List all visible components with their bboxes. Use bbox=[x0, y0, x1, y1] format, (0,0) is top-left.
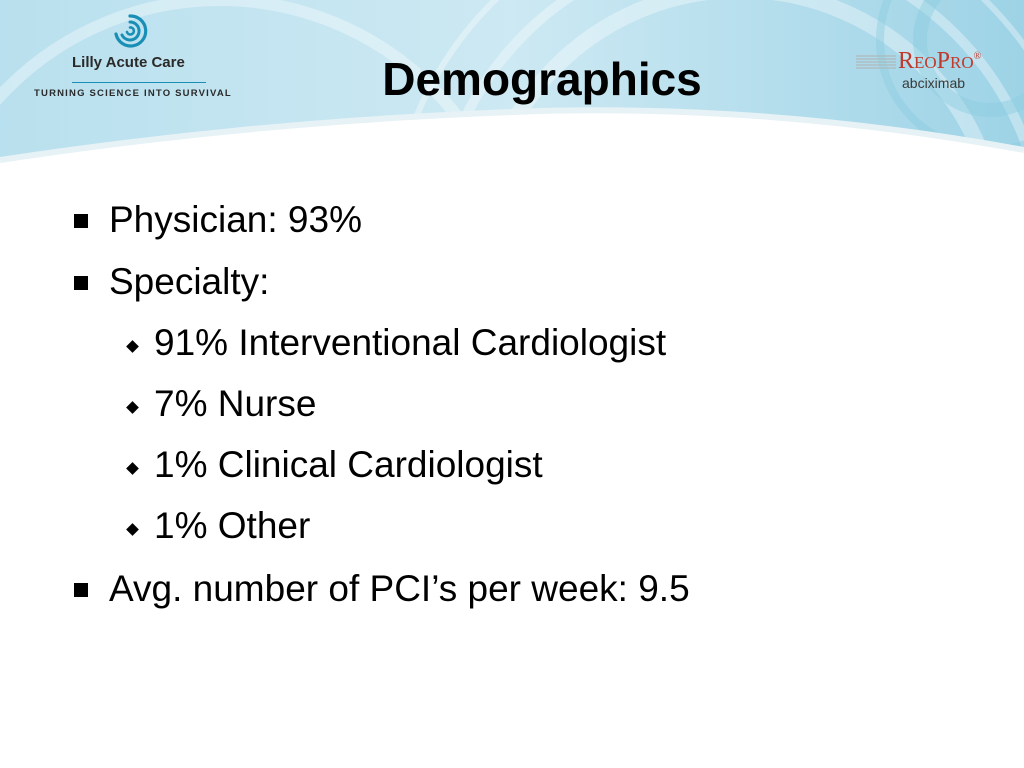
reopro-brand-text: ReoPro bbox=[898, 48, 974, 74]
reopro-logo: ReoPro® abciximab bbox=[856, 48, 996, 96]
reopro-generic-name: abciximab bbox=[902, 75, 966, 91]
swirl-logo-icon bbox=[114, 14, 148, 48]
diamond-bullet-icon bbox=[126, 523, 139, 536]
slide-title: Demographics bbox=[382, 53, 702, 105]
sub-bullet-item: 7% Nurse bbox=[154, 383, 317, 424]
reopro-brand-name: ReoPro® bbox=[898, 48, 981, 75]
diamond-bullet-icon bbox=[126, 462, 139, 475]
square-bullet-icon bbox=[74, 214, 88, 228]
diamond-bullet-icon bbox=[126, 340, 139, 353]
logo-company-name: Lilly Acute Care bbox=[72, 54, 185, 71]
bullet-item: Specialty: bbox=[109, 261, 270, 302]
sub-bullet-item: 1% Clinical Cardiologist bbox=[154, 444, 543, 485]
diamond-bullet-icon bbox=[126, 401, 139, 414]
bullet-item: Physician: 93% bbox=[109, 199, 362, 240]
registered-mark: ® bbox=[973, 51, 982, 62]
square-bullet-icon bbox=[74, 276, 88, 290]
logo-tagline: TURNING SCIENCE INTO SURVIVAL bbox=[34, 88, 232, 99]
header-background bbox=[0, 0, 1024, 170]
brand-lines-icon bbox=[856, 55, 896, 69]
bullet-item: Avg. number of PCI’s per week: 9.5 bbox=[109, 568, 690, 609]
sub-bullet-item: 91% Interventional Cardiologist bbox=[154, 322, 667, 363]
sub-bullet-item: 1% Other bbox=[154, 505, 311, 546]
logo-divider bbox=[72, 82, 206, 83]
square-bullet-icon bbox=[74, 583, 88, 597]
lilly-acute-care-logo: Lilly Acute Care TURNING SCIENCE INTO SU… bbox=[30, 12, 235, 107]
